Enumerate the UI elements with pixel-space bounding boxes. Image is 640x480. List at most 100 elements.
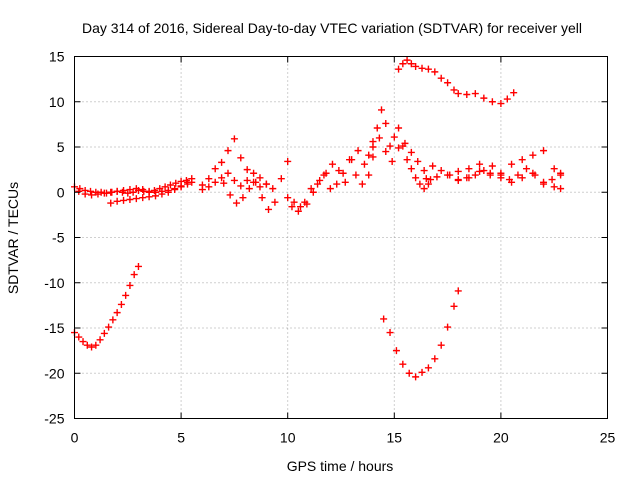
data-point [407, 148, 415, 156]
data-point [177, 182, 185, 190]
data-point [239, 194, 247, 202]
data-point [94, 190, 102, 198]
series-arc-high-evening [395, 56, 518, 108]
data-point [418, 64, 426, 72]
data-point [92, 341, 100, 349]
data-point [301, 198, 309, 206]
data-point [365, 151, 373, 159]
data-point [471, 90, 479, 98]
data-point [427, 176, 435, 184]
data-point [314, 180, 322, 188]
data-point [145, 193, 153, 201]
data-point [152, 192, 160, 200]
data-point [139, 186, 147, 194]
data-point [243, 176, 251, 184]
data-point [365, 171, 373, 179]
data-point [211, 178, 219, 186]
series-arc-peak-evening [365, 106, 432, 193]
y-tick-label: -25 [44, 411, 64, 427]
data-point [124, 189, 132, 197]
data-point [369, 143, 377, 151]
data-point [488, 98, 496, 106]
data-point [390, 133, 398, 141]
data-point [265, 205, 273, 213]
chart-title: Day 314 of 2016, Sidereal Day-to-day VTE… [82, 20, 582, 36]
y-tick-label: 0 [57, 184, 65, 200]
series-arc-negative-morning [71, 262, 142, 351]
y-tick-label: -5 [52, 230, 65, 246]
series-arc-midday-2 [198, 169, 277, 194]
data-point [107, 199, 115, 207]
x-axis-label: GPS time / hours [287, 458, 394, 474]
data-point [444, 323, 452, 331]
series-arc-near-zero-1 [71, 176, 196, 197]
data-point [211, 165, 219, 173]
data-point [226, 191, 234, 199]
data-point [333, 180, 341, 188]
data-point [395, 144, 403, 152]
data-point [117, 300, 125, 308]
data-point [412, 174, 420, 182]
data-point [166, 181, 174, 189]
data-point [339, 169, 347, 177]
y-tick-label: 10 [49, 94, 65, 110]
data-point [382, 119, 390, 127]
data-point [405, 369, 413, 377]
data-point [139, 194, 147, 202]
data-point [75, 187, 83, 195]
data-marks [71, 56, 565, 381]
data-point [113, 309, 121, 317]
data-point [218, 174, 226, 182]
data-point [354, 147, 362, 155]
data-point [531, 171, 539, 179]
data-point [109, 316, 117, 324]
data-point [105, 323, 113, 331]
data-point [412, 62, 420, 70]
data-point [271, 198, 279, 206]
data-point [416, 180, 424, 188]
x-tick-labels: 0 5 10 15 20 25 [71, 430, 616, 446]
y-axis-label: SDTVAR / TECUs [5, 182, 21, 294]
data-point [188, 175, 196, 183]
data-point [557, 171, 565, 179]
x-tick-label: 20 [493, 430, 509, 446]
data-point [290, 198, 298, 206]
data-point [269, 185, 277, 193]
data-point [307, 185, 315, 193]
data-point [550, 183, 558, 191]
data-point [81, 190, 89, 198]
data-point [382, 148, 390, 156]
data-point [454, 287, 462, 295]
data-point [540, 180, 548, 188]
data-point [158, 190, 166, 198]
data-point [401, 139, 409, 147]
data-point [205, 183, 213, 191]
series-arc-negative-evening [380, 287, 462, 381]
y-tick-label: 15 [49, 49, 65, 65]
data-point [262, 180, 270, 188]
data-point [380, 315, 388, 323]
data-point [514, 171, 522, 179]
data-point [518, 174, 526, 182]
data-point [134, 262, 142, 270]
data-point [352, 171, 360, 179]
data-point [224, 169, 232, 177]
data-point [395, 65, 403, 73]
data-point [386, 142, 394, 150]
data-point [518, 156, 526, 164]
data-point [96, 336, 104, 344]
data-point [83, 341, 91, 349]
data-point [437, 167, 445, 175]
series-arc-midday-3 [220, 157, 292, 213]
data-point [237, 154, 245, 162]
data-point [420, 185, 428, 193]
data-point [446, 171, 454, 179]
data-point [463, 174, 471, 182]
data-point [414, 157, 422, 165]
y-tick-label: -15 [44, 320, 64, 336]
data-point [403, 156, 411, 164]
data-point [450, 86, 458, 94]
data-point [463, 91, 471, 99]
data-point [205, 175, 213, 183]
